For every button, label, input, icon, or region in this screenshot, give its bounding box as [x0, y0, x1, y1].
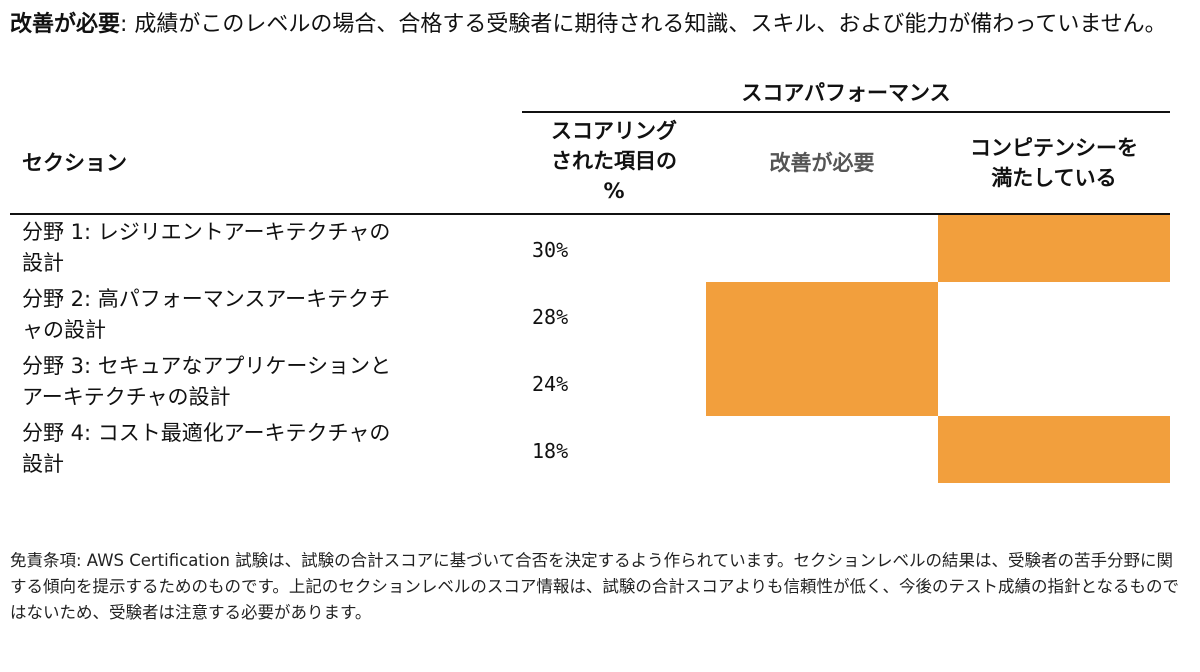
row-label-line2: ャの設計	[22, 318, 106, 342]
row-label-line2: 設計	[22, 251, 64, 275]
intro-paragraph: 改善が必要: 成績がこのレベルの場合、合格する受験者に期待される知識、スキル、お…	[10, 8, 1180, 41]
row-percent: 30%	[532, 238, 569, 262]
row-label-line1: 分野 3: セキュアなアプリケーションと	[22, 354, 391, 378]
row-percent: 24%	[532, 372, 569, 396]
column-header-meets-competencies: コンピテンシーを 満たしている	[938, 133, 1170, 193]
row-percent: 18%	[532, 439, 569, 463]
table-row-label: 分野 4: コスト最適化アーキテクチャの 設計	[22, 418, 502, 480]
row-label-line1: 分野 2: 高パフォーマンスアーキテクチ	[22, 287, 391, 311]
disclaimer-text: 免責条項: AWS Certification 試験は、試験の合計スコアに基づい…	[10, 551, 1180, 622]
score-performance-rule	[522, 111, 1170, 113]
row-percent: 28%	[532, 305, 569, 329]
header-rule	[10, 213, 1170, 215]
column-header-needs-improvement: 改善が必要	[769, 151, 875, 175]
table-row-label: 分野 3: セキュアなアプリケーションと アーキテクチャの設計	[22, 351, 502, 413]
column-header-meets-line2: 満たしている	[991, 166, 1117, 190]
score-performance-header: スコアパフォーマンス	[741, 81, 951, 105]
row-label-line1: 分野 4: コスト最適化アーキテクチャの	[22, 421, 391, 445]
row-label-line2: 設計	[22, 452, 64, 476]
column-header-section: セクション	[22, 151, 127, 175]
table-row-label: 分野 1: レジリエントアーキテクチャの 設計	[22, 217, 502, 279]
row-label-line1: 分野 1: レジリエントアーキテクチャの	[22, 220, 391, 244]
rating-fill-meets-row1	[938, 215, 1170, 282]
column-header-percent-line1: スコアリング	[551, 119, 677, 143]
intro-bold-label: 改善が必要	[10, 12, 121, 37]
column-header-percent: スコアリング された項目の %	[528, 116, 700, 206]
column-header-percent-line3: %	[603, 179, 625, 203]
column-header-meets-line1: コンピテンシーを	[970, 136, 1138, 160]
table-row-label: 分野 2: 高パフォーマンスアーキテクチ ャの設計	[22, 284, 502, 346]
row-label-line2: アーキテクチャの設計	[22, 385, 231, 409]
intro-text: : 成績がこのレベルの場合、合格する受験者に期待される知識、スキル、および能力が…	[120, 12, 1167, 37]
rating-fill-meets-row4	[938, 416, 1170, 483]
rating-fill-needs-improvement-rows2-3	[706, 282, 938, 416]
column-header-percent-line2: された項目の	[551, 149, 677, 173]
